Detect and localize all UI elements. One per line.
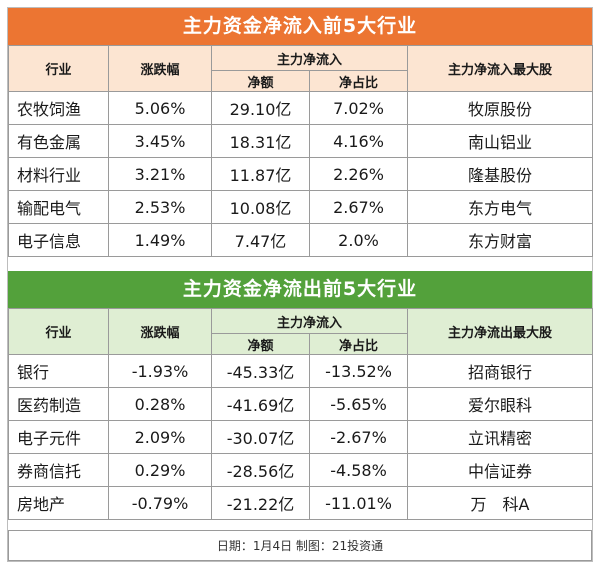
- change-cell: 0.29%: [108, 453, 212, 487]
- industry-cell: 农牧饲渔: [8, 91, 109, 125]
- change-cell: 3.45%: [108, 124, 212, 158]
- top-stock-cell: 东方电气: [407, 190, 594, 224]
- industry-cell: 银行: [8, 354, 109, 388]
- net-amount-cell: 18.31亿: [211, 124, 310, 158]
- table-row: 农牧饲渔 5.06% 29.10亿 7.02% 牧原股份: [8, 91, 594, 125]
- net-amount-cell: -45.33亿: [211, 354, 310, 388]
- header-group: 主力净流入: [210, 308, 409, 334]
- change-cell: 2.09%: [108, 420, 212, 454]
- industry-cell: 券商信托: [8, 453, 109, 487]
- header-industry: 行业: [8, 308, 109, 355]
- net-ratio-cell: 7.02%: [308, 91, 409, 125]
- net-ratio-cell: 2.67%: [308, 190, 409, 224]
- net-ratio-cell: 2.0%: [308, 223, 409, 257]
- change-cell: 2.53%: [108, 190, 212, 224]
- net-amount-cell: 7.47亿: [211, 223, 310, 257]
- top-stock-cell: 招商银行: [407, 354, 594, 388]
- header-change: 涨跌幅: [108, 45, 212, 92]
- top-stock-cell: 牧原股份: [407, 91, 594, 125]
- net-amount-cell: -30.07亿: [211, 420, 310, 454]
- net-amount-cell: -41.69亿: [211, 387, 310, 421]
- outflow-section: 主力资金净流出前5大行业 行业 涨跌幅 主力净流入 主力净流出最大股 净额 净占…: [8, 271, 594, 520]
- net-ratio-cell: 4.16%: [308, 124, 409, 158]
- top-stock-cell: 南山铝业: [407, 124, 594, 158]
- net-amount-cell: 29.10亿: [211, 91, 310, 125]
- top-stock-cell: 东方财富: [407, 223, 594, 257]
- change-cell: 0.28%: [108, 387, 212, 421]
- top-stock-cell: 中信证券: [407, 453, 594, 487]
- outflow-title: 主力资金净流出前5大行业: [8, 271, 592, 308]
- header-net-amount: 净额: [211, 70, 310, 92]
- header-net-amount: 净额: [211, 333, 310, 355]
- net-ratio-cell: -5.65%: [308, 387, 409, 421]
- header-top-stock: 主力净流入最大股: [407, 45, 594, 92]
- change-cell: -0.79%: [108, 486, 212, 520]
- net-ratio-cell: -2.67%: [308, 420, 409, 454]
- net-ratio-cell: -13.52%: [308, 354, 409, 388]
- header-industry: 行业: [8, 45, 109, 92]
- change-cell: 3.21%: [108, 157, 212, 191]
- net-amount-cell: 10.08亿: [211, 190, 310, 224]
- table-row: 银行 -1.93% -45.33亿 -13.52% 招商银行: [8, 354, 594, 388]
- table-row: 电子元件 2.09% -30.07亿 -2.67% 立讯精密: [8, 420, 594, 454]
- header-net-ratio: 净占比: [308, 70, 409, 92]
- net-ratio-cell: -11.01%: [308, 486, 409, 520]
- inflow-rows: 农牧饲渔 5.06% 29.10亿 7.02% 牧原股份 有色金属 3.45% 18.31亿 4…: [8, 91, 594, 257]
- industry-cell: 房地产: [8, 486, 109, 520]
- inflow-table: 行业 涨跌幅 主力净流入 主力净流入最大股 净额 净占比 农牧饲渔 5.06% 29…: [8, 45, 594, 257]
- change-cell: -1.93%: [108, 354, 212, 388]
- table-row: 有色金属 3.45% 18.31亿 4.16% 南山铝业: [8, 124, 594, 158]
- inflow-title: 主力资金净流入前5大行业: [8, 8, 592, 45]
- net-amount-cell: -21.22亿: [211, 486, 310, 520]
- top-stock-cell: 爱尔眼科: [407, 387, 594, 421]
- outflow-rows: 银行 -1.93% -45.33亿 -13.52% 招商银行 医药制造 0.28% -41.6…: [8, 354, 594, 520]
- change-cell: 1.49%: [108, 223, 212, 257]
- top-stock-cell: 万 科A: [407, 486, 594, 520]
- net-ratio-cell: -4.58%: [308, 453, 409, 487]
- table-row: 电子信息 1.49% 7.47亿 2.0% 东方财富: [8, 223, 594, 257]
- change-cell: 5.06%: [108, 91, 212, 125]
- industry-cell: 医药制造: [8, 387, 109, 421]
- inflow-section: 主力资金净流入前5大行业 行业 涨跌幅 主力净流入 主力净流入最大股 净额 净占…: [8, 8, 594, 257]
- outflow-table: 行业 涨跌幅 主力净流入 主力净流出最大股 净额 净占比 银行 -1.93% -45…: [8, 308, 594, 520]
- industry-cell: 电子信息: [8, 223, 109, 257]
- table-row: 医药制造 0.28% -41.69亿 -5.65% 爱尔眼科: [8, 387, 594, 421]
- top-stock-cell: 立讯精密: [407, 420, 594, 454]
- table-row: 材料行业 3.21% 11.87亿 2.26% 隆基股份: [8, 157, 594, 191]
- top-stock-cell: 隆基股份: [407, 157, 594, 191]
- industry-cell: 材料行业: [8, 157, 109, 191]
- header-top-stock: 主力净流出最大股: [407, 308, 594, 355]
- header-group: 主力净流入: [210, 45, 409, 71]
- table-row: 券商信托 0.29% -28.56亿 -4.58% 中信证券: [8, 453, 594, 487]
- industry-cell: 有色金属: [8, 124, 109, 158]
- header-net-ratio: 净占比: [308, 333, 409, 355]
- industry-cell: 电子元件: [8, 420, 109, 454]
- table-row: 房地产 -0.79% -21.22亿 -11.01% 万 科A: [8, 486, 594, 520]
- net-amount-cell: 11.87亿: [211, 157, 310, 191]
- net-ratio-cell: 2.26%: [308, 157, 409, 191]
- header-change: 涨跌幅: [108, 308, 212, 355]
- net-amount-cell: -28.56亿: [211, 453, 310, 487]
- table-row: 输配电气 2.53% 10.08亿 2.67% 东方电气: [8, 190, 594, 224]
- industry-cell: 输配电气: [8, 190, 109, 224]
- footer-caption: 日期：1月4日 制图：21投资通: [8, 530, 592, 561]
